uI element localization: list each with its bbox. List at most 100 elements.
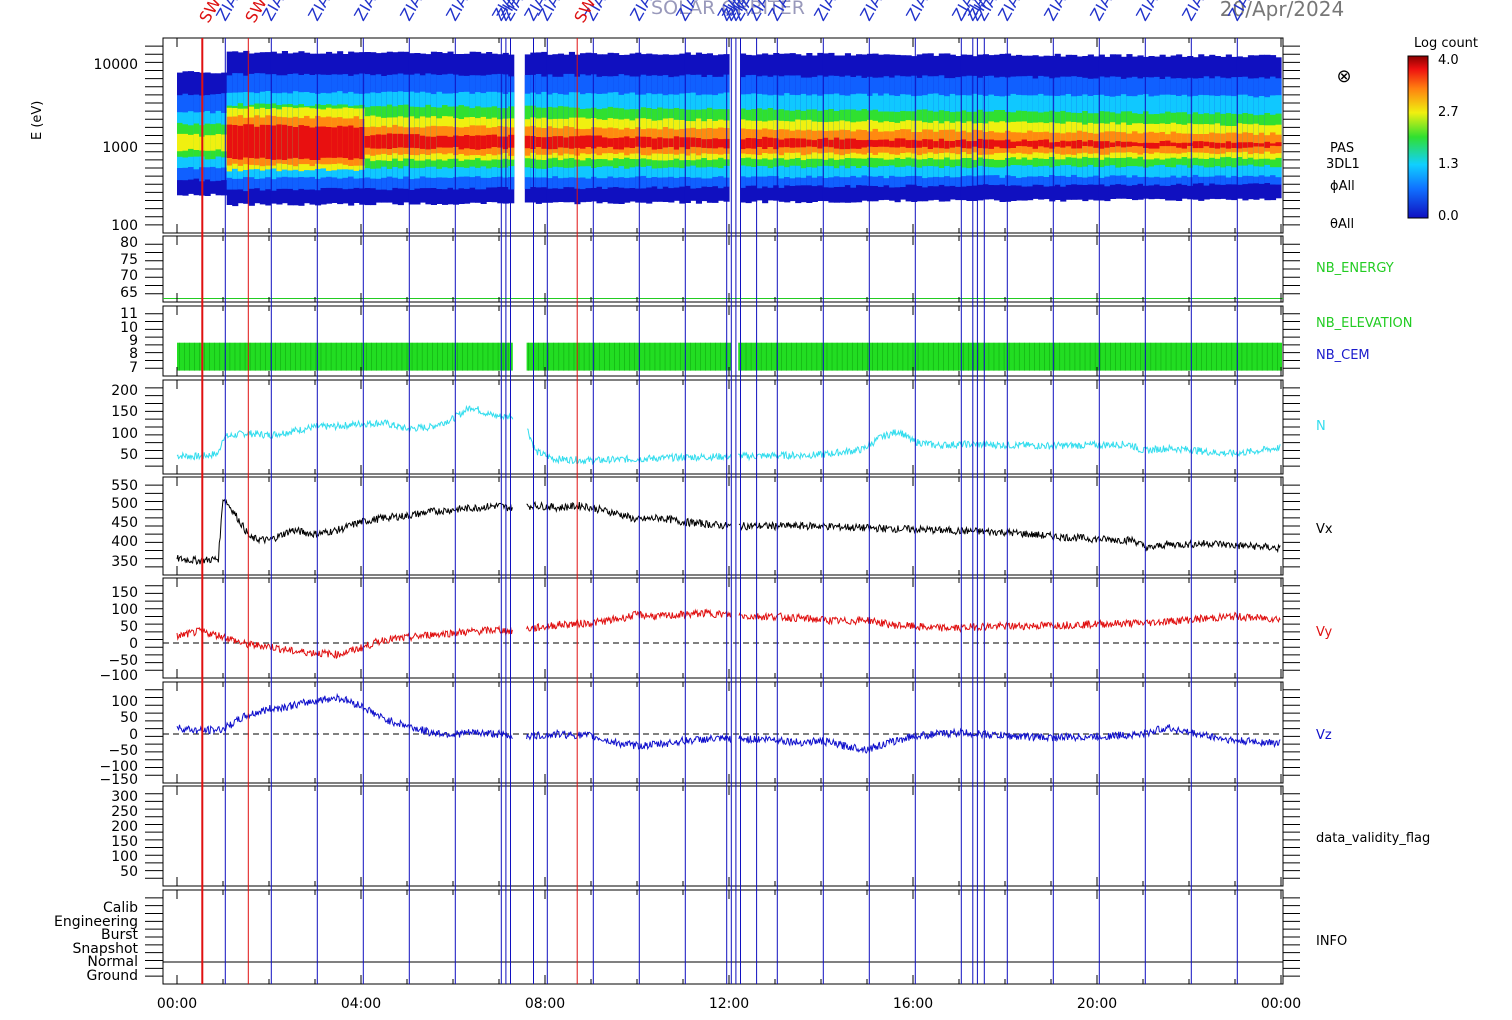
spectrogram-cell xyxy=(828,139,835,148)
spectrogram-cell xyxy=(397,133,404,148)
vz-panel: 100 50 0 −50 −100 −150 Vz xyxy=(100,681,1332,788)
vy-tick-0: 0 xyxy=(129,636,138,652)
spectrogram-cell xyxy=(977,138,984,149)
density-tick-200: 200 xyxy=(111,383,138,399)
event-label-blue: ZIA3 xyxy=(1132,0,1167,24)
event-label-blue: ZIA3 xyxy=(994,0,1029,24)
spectrogram-cell xyxy=(811,140,818,147)
spectrogram-cell xyxy=(480,135,487,149)
spectrogram-cell xyxy=(949,141,956,148)
spectrogram-cell xyxy=(453,135,460,147)
spectrogram-cell xyxy=(524,135,531,149)
colorbar-gradient xyxy=(1407,55,1429,219)
x-tick-0000: 00:00 xyxy=(157,996,197,1012)
spectrogram-cell xyxy=(651,138,658,150)
vz-tick-minus150: −150 xyxy=(100,772,138,788)
spectrogram-cell xyxy=(408,134,415,148)
spectrogram-bands xyxy=(177,50,1282,207)
x-tick-1600: 16:00 xyxy=(893,996,933,1012)
validity-tick-50: 50 xyxy=(120,864,138,880)
spectrogram-cell xyxy=(1242,142,1249,148)
spectrogram-cell xyxy=(210,135,217,151)
nb-energy-frame xyxy=(162,235,1284,303)
spectrogram-cell xyxy=(867,139,874,147)
spectrogram-cell xyxy=(458,136,465,150)
spectrogram-cell xyxy=(994,140,1001,147)
validity-label: data_validity_flag xyxy=(1316,831,1430,846)
spectrogram-cell xyxy=(237,125,244,160)
spectrogram-cell xyxy=(1154,143,1161,149)
info-tick-snapshot: Snapshot xyxy=(73,941,139,957)
spectrogram-cell xyxy=(1115,141,1122,147)
spectrogram-cell xyxy=(1021,139,1028,147)
spectrogram-cell xyxy=(1181,142,1188,149)
spectrogram-cell xyxy=(833,137,840,149)
density-tick-50: 50 xyxy=(120,447,138,463)
nb-elevation-gap xyxy=(512,341,527,372)
nb-energy-tick-80: 80 xyxy=(120,235,138,251)
spectrogram-cell xyxy=(1270,143,1277,146)
spectrogram-cell xyxy=(1027,141,1034,147)
event-label-blue: ZIA3 xyxy=(810,0,845,24)
info-tick-engineering: Engineering xyxy=(54,914,138,930)
colorbar-tick-13: 1.3 xyxy=(1438,157,1459,172)
spectrogram-cell xyxy=(1209,142,1216,148)
spectrogram-cell xyxy=(844,138,851,150)
spectrogram-cell xyxy=(1187,142,1194,146)
spectrogram-cell xyxy=(602,137,609,148)
spectrogram-cell xyxy=(1170,142,1177,147)
spectrogram-cell xyxy=(712,138,719,149)
vy-label: Vy xyxy=(1316,625,1333,640)
event-label-blue: ZIA3 xyxy=(396,0,431,24)
spectrogram-cell xyxy=(889,140,896,148)
x-tick-1200: 12:00 xyxy=(709,996,749,1012)
nb-elevation-label: NB_ELEVATION xyxy=(1316,316,1413,331)
nb-energy-label: NB_ENERGY xyxy=(1316,261,1394,276)
spectrogram-cell xyxy=(1220,143,1227,148)
event-label-blue: ZIA3 xyxy=(856,0,891,24)
colorbar-tick-27: 2.7 xyxy=(1438,105,1459,120)
colorbar-tick-0: 0.0 xyxy=(1438,209,1459,224)
spectrogram-cell xyxy=(1143,142,1150,148)
vx-tick-550: 550 xyxy=(111,478,138,494)
spectrogram-cell xyxy=(1104,141,1111,148)
spectrogram-cell xyxy=(795,138,802,148)
spectrogram-cell xyxy=(364,136,371,148)
spectrogram-cell xyxy=(1154,132,1161,153)
density-tick-150: 150 xyxy=(111,404,138,420)
spectrogram-cell xyxy=(1043,139,1050,148)
spectrogram-cell xyxy=(315,126,322,160)
vy-tick-150: 150 xyxy=(111,585,138,601)
info-tick-calib: Calib xyxy=(103,900,138,916)
spectrogram-cell xyxy=(221,134,228,152)
x-tick-2400: 00:00 xyxy=(1261,996,1301,1012)
spectrogram-cell xyxy=(475,135,482,150)
vy-tick-minus50: −50 xyxy=(108,653,138,669)
spectrogram-cell xyxy=(784,138,791,148)
vx-tick-350: 350 xyxy=(111,554,138,570)
spec-label-3dl1: 3DL1 xyxy=(1326,157,1360,172)
spectrogram-cell xyxy=(756,139,763,147)
spectrogram-cell xyxy=(430,136,437,149)
validity-tick-200: 200 xyxy=(111,819,138,835)
spectrogram-cell xyxy=(326,127,333,158)
info-tick-ground: Ground xyxy=(87,968,139,984)
spectrogram-cell xyxy=(331,127,338,158)
spectrogram-cell xyxy=(1192,141,1199,149)
x-tick-0800: 08:00 xyxy=(525,996,565,1012)
spectrogram-cell xyxy=(541,137,548,149)
spectrogram-cell xyxy=(309,127,316,160)
validity-tick-150: 150 xyxy=(111,834,138,850)
spectrogram-cell xyxy=(265,124,272,159)
validity-tick-250: 250 xyxy=(111,804,138,820)
spectrogram-cell xyxy=(1032,140,1039,149)
spectrogram-cell xyxy=(706,139,713,149)
spectrogram-cell xyxy=(690,137,697,147)
info-label: INFO xyxy=(1316,934,1347,949)
spec-tick-1000: 1000 xyxy=(102,140,138,156)
spectrogram-cell xyxy=(243,124,250,158)
spectrogram-cell xyxy=(817,138,824,149)
spectrogram-cell xyxy=(370,135,377,149)
spectrogram-cell xyxy=(1170,131,1177,154)
